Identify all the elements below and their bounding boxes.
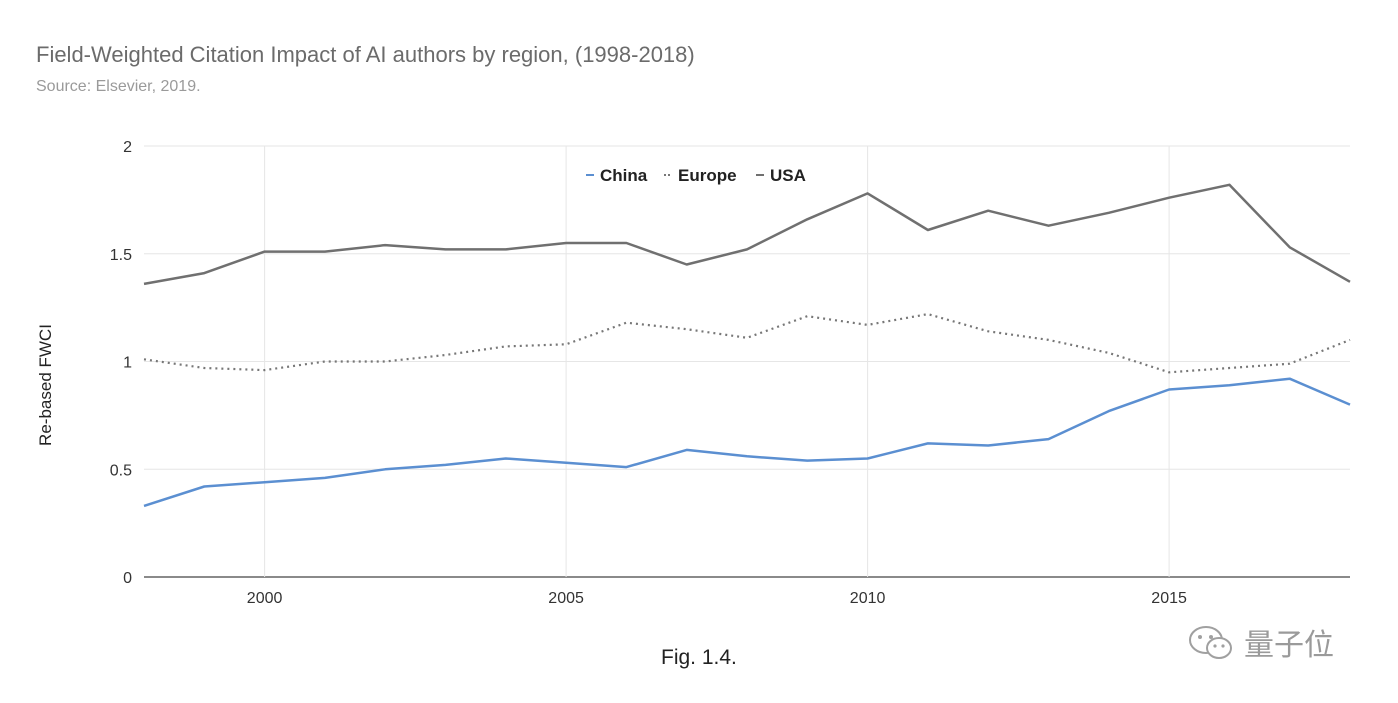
series-line-usa — [143, 183, 1351, 286]
chart-title: Field-Weighted Citation Impact of AI aut… — [36, 42, 695, 67]
watermark-text: 量子位 — [1244, 628, 1334, 663]
series-lines — [143, 183, 1351, 508]
x-tick-labels: 2000 2005 2010 2015 — [247, 590, 1187, 607]
wechat-icon — [1189, 626, 1232, 659]
y-tick-label: 1.5 — [110, 247, 132, 264]
x-tick-label: 2015 — [1151, 590, 1187, 607]
x-tick-label: 2010 — [850, 590, 886, 607]
y-tick-label: 1 — [123, 355, 132, 372]
y-tick-labels: 0 0.5 1 1.5 2 — [110, 139, 132, 587]
figure-caption: Fig. 1.4. — [661, 646, 737, 669]
watermark: 量子位 — [1186, 620, 1334, 664]
series-line-china — [143, 377, 1351, 508]
y-tick-label: 0 — [123, 570, 132, 587]
legend-label-usa: USA — [770, 166, 806, 185]
legend-label-europe: Europe — [678, 166, 737, 185]
legend-label-china: China — [600, 166, 648, 185]
legend: China Europe USA — [586, 166, 806, 185]
x-tick-label: 2000 — [247, 590, 283, 607]
y-tick-label: 2 — [123, 139, 132, 156]
x-tick-label: 2005 — [548, 590, 584, 607]
chart-subtitle: Source: Elsevier, 2019. — [36, 78, 201, 95]
gridlines — [144, 145, 1350, 578]
y-axis-label: Re-based FWCI — [36, 324, 55, 446]
y-tick-label: 0.5 — [110, 462, 132, 479]
